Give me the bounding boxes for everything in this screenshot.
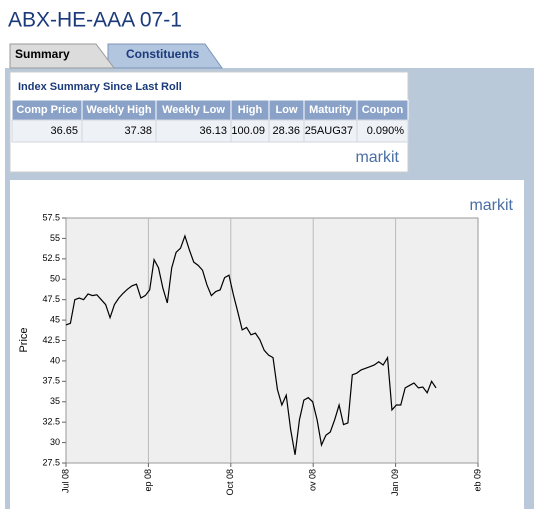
y-tick-label: 57.5	[42, 212, 60, 222]
y-tick-label: 42.5	[42, 335, 60, 345]
header-label: Comp Price	[16, 104, 77, 116]
y-tick-label: 47.5	[42, 294, 60, 304]
data-value: 100.09	[231, 125, 265, 137]
y-tick-label: 35	[50, 396, 60, 406]
x-tick-label: Jan 09	[390, 469, 400, 496]
x-tick-label: eb 09	[472, 469, 482, 492]
y-tick-label: 55	[50, 233, 60, 243]
header-label: Weekly High	[86, 104, 151, 116]
y-tick-label: 32.5	[42, 417, 60, 427]
x-tick-label: Oct 08	[225, 469, 235, 496]
y-tick-label: 50	[50, 274, 60, 284]
header-label: High	[238, 104, 263, 116]
x-tick-label: ep 08	[143, 469, 153, 492]
data-value: 36.65	[50, 125, 78, 137]
summary-heading: Index Summary Since Last Roll	[18, 81, 182, 93]
data-value: 25AUG37	[305, 125, 353, 137]
y-tick-label: 45	[50, 314, 60, 324]
tab-label[interactable]: Constituents	[126, 47, 200, 61]
price-line	[65, 234, 437, 455]
y-tick-label: 27.5	[42, 457, 60, 467]
x-tick-label: Jul 08	[60, 469, 70, 493]
summary-table: Comp Price 36.65 Weekly High 37.38 Weekly Lo…	[11, 99, 409, 143]
plot-area	[65, 217, 479, 464]
y-tick-label: 52.5	[42, 253, 60, 263]
tab-label[interactable]: Summary	[15, 47, 70, 61]
y-tick-label: 37.5	[42, 376, 60, 386]
data-value: 36.13	[199, 125, 227, 137]
chart: 27.5 30 32.5 35 37.5 40 42.5 45 47.5 50 52.5 55 57.5…	[42, 212, 482, 496]
tab[interactable]	[107, 43, 223, 69]
data-value: 0.090%	[367, 125, 405, 137]
page-title: ABX-HE-AAA 07-1	[8, 9, 182, 32]
header-label: Low	[276, 104, 298, 116]
data-value: 28.36	[272, 125, 300, 137]
logo: markit	[469, 197, 513, 214]
y-tick-label: 30	[50, 437, 60, 447]
x-tick-label: ov 08	[308, 469, 318, 491]
tab-active[interactable]	[9, 43, 115, 69]
header-label: Weekly Low	[162, 104, 225, 116]
header-label: Maturity	[309, 104, 353, 116]
y-tick-label: 40	[50, 355, 60, 365]
header-label: Coupon	[362, 104, 404, 116]
y-axis-label: Price	[18, 327, 30, 352]
logo: markit	[355, 149, 399, 166]
data-cell	[356, 119, 409, 143]
data-value: 37.38	[124, 125, 152, 137]
